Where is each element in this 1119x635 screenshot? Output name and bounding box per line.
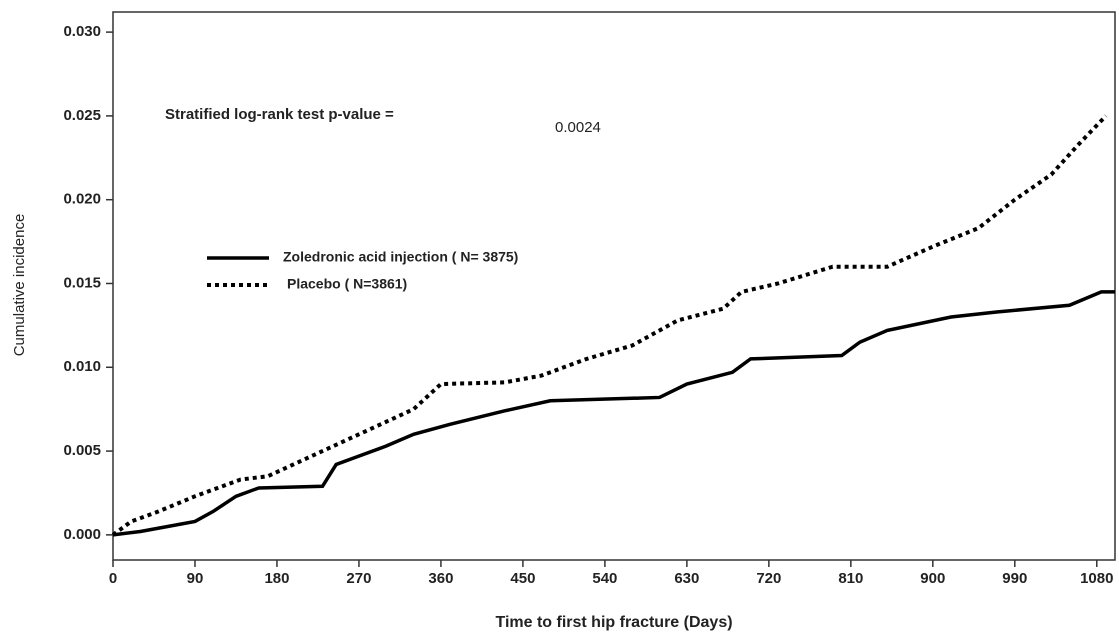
y-tick-label: 0.015 <box>63 274 101 291</box>
x-tick-label: 1080 <box>1080 570 1113 587</box>
x-tick-label: 720 <box>756 570 781 587</box>
plot-frame <box>112 11 1116 561</box>
x-tick-label: 450 <box>510 570 535 587</box>
x-tick-label: 990 <box>1002 570 1027 587</box>
y-tick-label: 0.025 <box>63 107 101 124</box>
x-tick-label: 360 <box>428 570 453 587</box>
y-tick-label: 0.010 <box>63 358 101 375</box>
x-tick-label: 810 <box>838 570 863 587</box>
y-tick-label: 0.005 <box>63 442 101 459</box>
series-line <box>112 290 1115 537</box>
x-tick-label: 900 <box>920 570 945 587</box>
series-line <box>111 114 1108 537</box>
x-tick-label: 0 <box>109 570 117 587</box>
y-tick-label: 0.030 <box>63 23 101 40</box>
annotation: 0.0024 <box>555 119 601 136</box>
y-tick-label: 0.000 <box>63 526 101 543</box>
y-axis-label: Cumulative incidence <box>11 214 28 357</box>
x-tick-label: 540 <box>592 570 617 587</box>
legend-label: Zoledronic acid injection ( N= 3875) <box>283 249 518 265</box>
x-tick-label: 630 <box>674 570 699 587</box>
x-tick-label: 90 <box>187 570 204 587</box>
annotation: Stratified log-rank test p-value = <box>165 106 394 123</box>
y-tick-label: 0.020 <box>63 191 101 208</box>
legend-label: Placebo ( N=3861) <box>287 276 407 292</box>
x-tick-label: 180 <box>264 570 289 587</box>
x-axis-label: Time to first hip fracture (Days) <box>495 614 732 631</box>
x-tick-label: 270 <box>346 570 371 587</box>
